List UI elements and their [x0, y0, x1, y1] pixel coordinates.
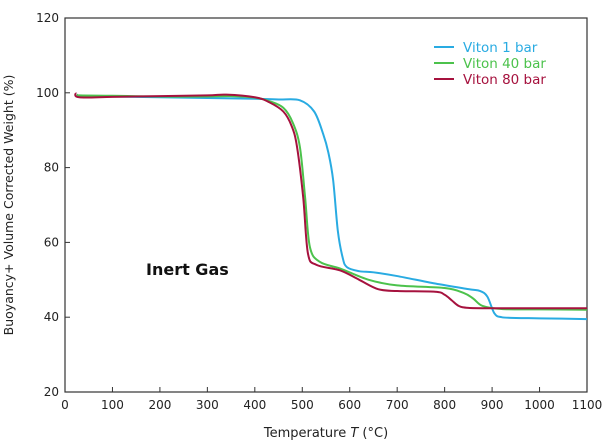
series-line-1	[74, 93, 588, 321]
legend-label: Viton 80 bar	[463, 72, 546, 88]
x-tick-label: 1100	[572, 398, 603, 412]
series-line-2	[74, 93, 588, 311]
y-axis-label: Buoyancy+ Volume Corrected Weight (%)	[1, 75, 16, 336]
y-tick-label: 20	[44, 385, 59, 399]
x-tick-label: 800	[433, 398, 456, 412]
y-tick-label: 80	[44, 161, 59, 175]
y-tick-label: 60	[44, 235, 59, 249]
x-tick-label: 1000	[524, 398, 555, 412]
x-tick-label: 700	[386, 398, 409, 412]
y-tick-label: 100	[36, 86, 59, 100]
x-label-var: T	[350, 426, 359, 441]
y-tick-label: 120	[36, 11, 59, 25]
x-tick-label: 0	[61, 398, 69, 412]
plot-frame	[64, 17, 588, 393]
x-tick-label: 900	[481, 398, 504, 412]
x-tick-label: 300	[196, 398, 219, 412]
x-axis-label: Temperature T (°C)	[263, 426, 388, 441]
x-label-post: (°C)	[358, 426, 388, 441]
x-tick-label: 600	[338, 398, 361, 412]
annotation-inert-gas: Inert Gas	[146, 260, 229, 279]
x-tick-label: 400	[243, 398, 266, 412]
legend-label: Viton 40 bar	[463, 56, 546, 72]
x-tick-label: 500	[291, 398, 314, 412]
y-tick-label: 40	[44, 310, 59, 324]
x-tick-label: 200	[148, 398, 171, 412]
x-label-pre: Temperature	[263, 426, 350, 441]
legend-label: Viton 1 bar	[463, 40, 538, 56]
series-line-3	[74, 92, 587, 310]
x-tick-label: 100	[101, 398, 124, 412]
